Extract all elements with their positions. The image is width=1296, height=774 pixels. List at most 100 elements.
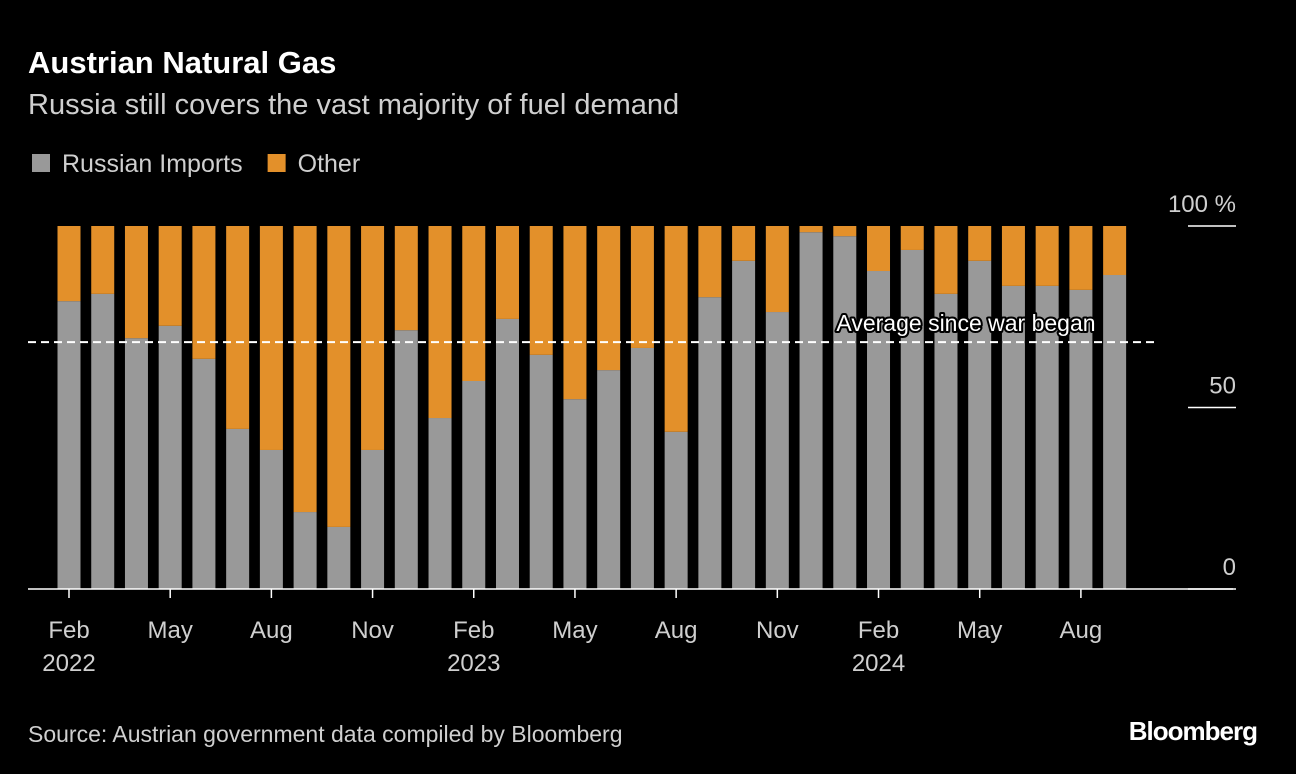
- x-tick-label-part: Nov: [351, 617, 394, 644]
- bar-segment: [630, 226, 654, 348]
- bar-segment: [1069, 226, 1093, 290]
- bar-segment: [158, 226, 182, 326]
- x-tick-label-part: May: [148, 617, 193, 644]
- bar-segment: [57, 301, 81, 589]
- bar-segment: [900, 249, 924, 589]
- x-tick-label-part: 2024: [852, 650, 905, 677]
- average-label: Average since war began: [836, 310, 1095, 336]
- bar-segment: [597, 226, 621, 371]
- bar-segment: [664, 431, 688, 589]
- bar-segment: [563, 399, 587, 589]
- bar-segment: [664, 226, 688, 432]
- legend-label: Russian Imports: [62, 150, 243, 178]
- bar-segment: [226, 428, 250, 589]
- bar-segment: [394, 330, 418, 589]
- bar-segment: [597, 370, 621, 589]
- bar-segment: [293, 512, 317, 589]
- bar-segment: [259, 449, 283, 589]
- bar-segment: [732, 226, 756, 261]
- bar-segment: [293, 226, 317, 513]
- bar-segment: [529, 354, 553, 589]
- bar-segment: [765, 312, 789, 589]
- x-tick-label-part: Aug: [655, 617, 698, 644]
- bar-segment: [765, 226, 789, 313]
- x-tick-label: Feb 2022: [42, 617, 95, 677]
- bar-segment: [529, 226, 553, 355]
- bar-segment: [867, 271, 891, 589]
- bar-segment: [495, 318, 519, 589]
- bar-segment: [1069, 289, 1093, 589]
- bar-segment: [698, 297, 722, 589]
- bar-segment: [327, 226, 351, 527]
- x-tick-label-part: Feb: [858, 617, 899, 644]
- chart-subtitle: Russia still covers the vast majority of…: [28, 89, 679, 121]
- bar-segment: [1103, 226, 1127, 276]
- bar-segment: [563, 226, 587, 400]
- brand: Bloomberg: [1129, 716, 1257, 746]
- bar-segment: [462, 381, 486, 589]
- bar-segment: [361, 449, 385, 589]
- bar-segment: [124, 226, 148, 339]
- bar-segment: [799, 226, 823, 233]
- chart-title: Austrian Natural Gas: [28, 45, 336, 80]
- bar-segment: [124, 338, 148, 589]
- bar-segment: [1035, 285, 1059, 589]
- bar-segment: [1001, 285, 1025, 589]
- x-tick-label-part: Feb: [453, 617, 494, 644]
- bar-segment: [259, 226, 283, 450]
- legend-swatch: [267, 154, 286, 172]
- x-tick-label-part: Feb: [48, 617, 89, 644]
- x-tick-label: Feb 2024: [852, 617, 905, 677]
- bar-segment: [462, 226, 486, 382]
- bar-segment: [934, 293, 958, 589]
- x-tick-label: Aug: [1060, 617, 1103, 644]
- bar-segment: [1001, 226, 1025, 286]
- x-tick-label-part: Nov: [756, 617, 799, 644]
- bar-segment: [968, 226, 992, 261]
- legend-label: Other: [298, 150, 361, 178]
- x-tick-label: Nov: [351, 617, 394, 644]
- x-tick-label-part: 2023: [447, 650, 500, 677]
- bar-segment: [799, 232, 823, 589]
- y-tick-label: 0: [1223, 554, 1236, 581]
- bar-segment: [327, 526, 351, 589]
- x-tick-label: Aug: [250, 617, 293, 644]
- bar-segment: [192, 358, 216, 589]
- x-tick-label: May: [957, 617, 1002, 644]
- x-tick-label-part: May: [957, 617, 1002, 644]
- bar-segment: [158, 325, 182, 589]
- bar-segment: [1035, 226, 1059, 286]
- legend-swatch: [32, 154, 50, 172]
- bar-segment: [361, 226, 385, 450]
- bar-segment: [968, 260, 992, 589]
- bar-segment: [192, 226, 216, 359]
- x-tick-label-part: May: [552, 617, 597, 644]
- bar-segment: [91, 226, 115, 294]
- x-tick-label: Aug: [655, 617, 698, 644]
- bar-segment: [57, 226, 81, 302]
- x-tick-label-part: Aug: [1060, 617, 1103, 644]
- bar-segment: [833, 236, 857, 589]
- bar-segment: [91, 293, 115, 589]
- x-tick-label-part: Aug: [250, 617, 293, 644]
- bar-segment: [630, 347, 654, 589]
- bar-segment: [833, 226, 857, 237]
- bar-segment: [394, 226, 418, 331]
- bar-segment: [495, 226, 519, 319]
- bar-segment: [428, 226, 452, 419]
- bar-segment: [428, 418, 452, 589]
- x-tick-label: May: [552, 617, 597, 644]
- bar-segment: [900, 226, 924, 250]
- x-tick-label: May: [148, 617, 193, 644]
- bar-segment: [867, 226, 891, 272]
- bar-segment: [732, 260, 756, 589]
- y-tick-label: 100 %: [1168, 191, 1236, 218]
- x-tick-label-part: 2022: [42, 650, 95, 677]
- bar-segment: [226, 226, 250, 429]
- y-tick-label: 50: [1209, 373, 1236, 400]
- bar-segment: [934, 226, 958, 294]
- bar-segment: [698, 226, 722, 298]
- bar-segment: [1103, 275, 1127, 589]
